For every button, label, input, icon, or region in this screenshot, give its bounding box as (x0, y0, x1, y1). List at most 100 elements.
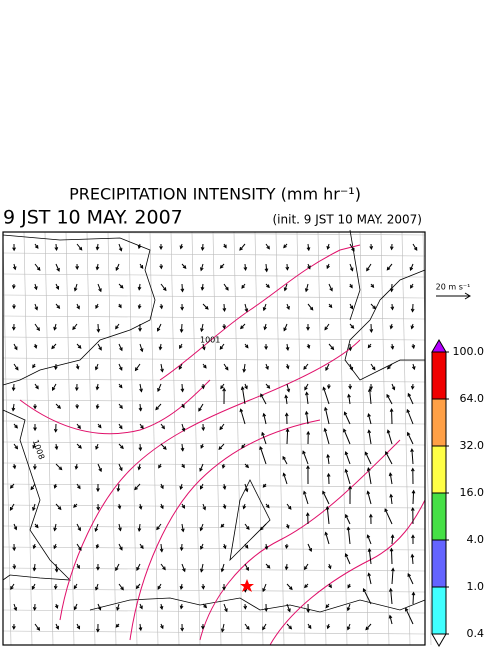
wind-arrow-head (137, 286, 142, 291)
wind-arrow-head (117, 505, 122, 510)
wind-arrow (324, 407, 330, 425)
wind-arrow (284, 283, 288, 291)
wind-arrow (407, 432, 414, 445)
wind-arrow-head (137, 466, 142, 471)
wind-arrow (345, 451, 351, 465)
wind-arrow-head (222, 505, 227, 510)
wind-arrow-head (307, 265, 311, 270)
wind-arrow-head (367, 572, 371, 577)
wind-arrow (306, 392, 309, 405)
wind-arrow (221, 623, 225, 632)
wind-arrow-head (94, 366, 99, 371)
wind-arrow-head (288, 586, 293, 591)
wind-arrow-head (344, 451, 349, 456)
wind-arrow-head (58, 466, 63, 471)
grid-line (317, 231, 327, 646)
wind-arrow (368, 430, 372, 445)
wind-arrow-head (74, 465, 79, 470)
isobar (129, 419, 321, 641)
wind-arrow (282, 456, 288, 465)
wind-arrow-head (411, 534, 415, 539)
wind-arrow-head (222, 485, 227, 490)
wind-arrow-head (411, 591, 416, 596)
init-time: (init. 9 JST 10 MAY. 2007) (272, 213, 422, 227)
wind-arrow (223, 603, 228, 612)
wind-arrow-head (55, 625, 59, 630)
wind-arrow-head (283, 287, 288, 292)
wind-arrow-head (262, 588, 266, 593)
wind-arrow-head (264, 546, 269, 551)
wind-arrow-head (180, 288, 185, 293)
wind-arrow (76, 243, 83, 251)
wind-arrow-head (200, 328, 204, 333)
wind-arrow-head (201, 427, 206, 432)
wind-arrow-head (220, 568, 225, 573)
wind-arrow-head (54, 604, 59, 609)
wind-arrow-head (33, 466, 37, 470)
wind-arrow-head (32, 606, 37, 611)
wind-arrow-head (14, 346, 18, 351)
wind-arrow-head (138, 505, 143, 510)
wind-arrow-head (139, 605, 143, 610)
wind-arrow-head (366, 267, 370, 272)
wind-arrow (307, 303, 314, 311)
wind-arrow-head (12, 305, 16, 310)
wind-arrow-head (391, 567, 395, 572)
wind-arrow (181, 383, 184, 392)
wind-arrow (343, 429, 351, 445)
wind-arrow-head (115, 623, 120, 628)
wind-arrow-head (262, 626, 266, 631)
wind-arrow-head (75, 266, 79, 270)
wind-arrow (326, 506, 330, 525)
wind-arrow-head (159, 265, 164, 270)
wind-arrow-head (119, 405, 123, 409)
wind-arrow-head (57, 506, 62, 511)
grid-line (170, 231, 180, 646)
wind-arrow-head (304, 410, 309, 415)
wind-arrow (260, 523, 267, 531)
wind-arrow (34, 623, 40, 631)
colorbar-label: 100.0 (453, 345, 485, 358)
wind-arrow (305, 283, 309, 292)
wind-arrow-head (351, 247, 355, 252)
wind-arrow (9, 503, 15, 511)
wind-arrow (181, 563, 186, 572)
wind-arrow-head (365, 626, 370, 631)
wind-arrow-head (32, 507, 36, 512)
wind-arrow-head (96, 628, 100, 633)
wind-arrow-head (33, 344, 38, 349)
wind-arrow (218, 443, 225, 450)
wind-arrow-head (306, 344, 311, 349)
wind-arrow-head (138, 447, 143, 452)
wind-arrow-head (179, 547, 184, 552)
wind-arrow-head (239, 408, 244, 413)
wind-arrow (72, 323, 78, 330)
wind-arrow (32, 503, 36, 511)
wind-arrow (199, 463, 204, 472)
wind-arrow-head (53, 585, 58, 590)
wind-arrow-head (306, 326, 310, 331)
wind-arrow-head (77, 527, 81, 532)
grid-line (338, 231, 348, 646)
grid-line (86, 231, 96, 646)
wind-arrow-head (119, 467, 123, 472)
wind-arrow-head (371, 366, 376, 371)
wind-arrow-head (202, 506, 207, 511)
wind-arrow-head (261, 431, 265, 436)
wind-arrow (241, 386, 246, 405)
wind-arrow-head (388, 614, 393, 619)
colorbar-segment (431, 539, 447, 588)
wind-arrow (325, 363, 330, 371)
wind-arrow-head (389, 493, 394, 498)
wind-arrow-head (347, 584, 351, 589)
wind-arrow-head (136, 567, 140, 571)
wind-arrow (407, 573, 414, 585)
wind-arrow-head (116, 488, 121, 493)
wind-arrow (160, 543, 163, 552)
wind-arrow-head (325, 505, 330, 510)
grid-line (2, 294, 426, 299)
wind-arrow (303, 491, 309, 505)
wind-arrow (55, 563, 58, 572)
colorbar-segment (431, 492, 447, 541)
wind-arrow-head (326, 625, 331, 630)
